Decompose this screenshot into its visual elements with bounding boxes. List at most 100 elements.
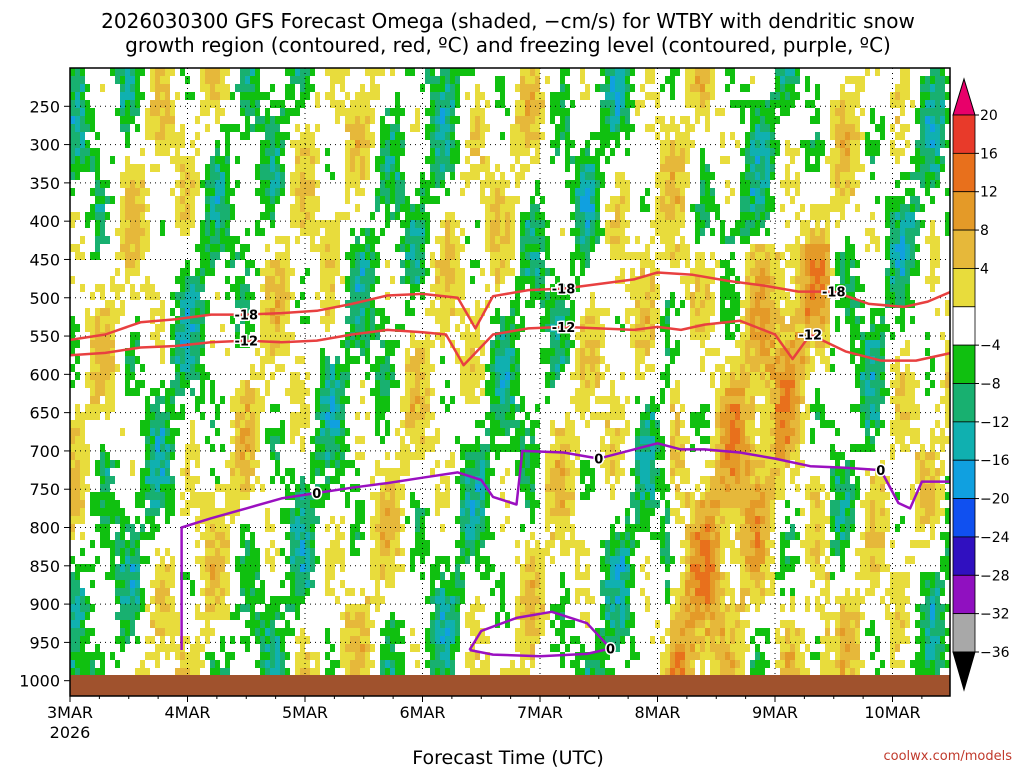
omega-cell — [460, 588, 465, 596]
omega-cell — [390, 484, 395, 492]
omega-cell — [560, 228, 565, 236]
omega-cell — [530, 644, 535, 652]
omega-cell — [500, 324, 505, 332]
omega-cell — [260, 116, 265, 124]
omega-cell — [155, 132, 160, 140]
omega-cell — [525, 220, 530, 228]
omega-cell — [500, 236, 505, 244]
omega-cell — [480, 180, 485, 188]
omega-cell — [300, 132, 305, 140]
omega-cell — [555, 468, 560, 476]
omega-cell — [440, 604, 445, 612]
omega-cell — [615, 636, 620, 644]
omega-cell — [450, 572, 455, 580]
omega-cell — [495, 188, 500, 196]
omega-cell — [685, 124, 690, 132]
omega-cell — [155, 116, 160, 124]
omega-cell — [205, 500, 210, 508]
omega-cell — [525, 644, 530, 652]
omega-cell — [390, 580, 395, 588]
omega-cell — [90, 500, 95, 508]
omega-cell — [505, 228, 510, 236]
omega-cell — [75, 508, 80, 516]
omega-cell — [95, 308, 100, 316]
omega-cell — [605, 76, 610, 84]
omega-cell — [120, 172, 125, 180]
omega-cell — [90, 380, 95, 388]
omega-cell — [285, 668, 290, 676]
omega-cell — [155, 492, 160, 500]
omega-cell — [95, 356, 100, 364]
omega-cell — [140, 228, 145, 236]
omega-cell — [180, 356, 185, 364]
omega-cell — [565, 476, 570, 484]
omega-cell — [660, 660, 665, 668]
omega-cell — [435, 180, 440, 188]
omega-cell — [335, 412, 340, 420]
omega-cell — [650, 292, 655, 300]
omega-cell — [265, 652, 270, 660]
omega-cell — [295, 164, 300, 172]
omega-cell — [195, 116, 200, 124]
omega-cell — [680, 212, 685, 220]
omega-cell — [320, 268, 325, 276]
omega-cell — [575, 540, 580, 548]
omega-cell — [265, 628, 270, 636]
omega-cell — [335, 108, 340, 116]
omega-cell — [140, 556, 145, 564]
omega-cell — [125, 612, 130, 620]
omega-cell — [630, 340, 635, 348]
omega-cell — [375, 68, 380, 76]
omega-cell — [345, 652, 350, 660]
omega-cell — [515, 332, 520, 340]
omega-cell — [265, 164, 270, 172]
omega-cell — [430, 132, 435, 140]
omega-cell — [670, 84, 675, 92]
omega-cell — [485, 428, 490, 436]
omega-cell — [405, 444, 410, 452]
omega-cell — [185, 508, 190, 516]
omega-cell — [325, 588, 330, 596]
omega-cell — [485, 532, 490, 540]
omega-cell — [305, 420, 310, 428]
omega-cell — [105, 476, 110, 484]
omega-cell — [610, 620, 615, 628]
omega-cell — [415, 436, 420, 444]
omega-cell — [470, 364, 475, 372]
omega-cell — [330, 388, 335, 396]
omega-cell — [190, 428, 195, 436]
omega-cell — [445, 260, 450, 268]
omega-cell — [280, 508, 285, 516]
omega-cell — [540, 620, 545, 628]
omega-cell — [360, 508, 365, 516]
omega-cell — [460, 500, 465, 508]
omega-cell — [125, 156, 130, 164]
omega-cell — [170, 116, 175, 124]
omega-cell — [360, 292, 365, 300]
omega-cell — [600, 116, 605, 124]
omega-cell — [395, 524, 400, 532]
omega-cell — [535, 500, 540, 508]
omega-cell — [75, 476, 80, 484]
omega-cell — [625, 220, 630, 228]
omega-cell — [160, 580, 165, 588]
omega-cell — [330, 564, 335, 572]
omega-cell — [670, 452, 675, 460]
omega-cell — [270, 276, 275, 284]
omega-cell — [535, 284, 540, 292]
omega-cell — [195, 356, 200, 364]
omega-cell — [220, 612, 225, 620]
omega-cell — [505, 500, 510, 508]
omega-cell — [155, 452, 160, 460]
omega-cell — [265, 116, 270, 124]
omega-cell — [505, 316, 510, 324]
omega-cell — [185, 636, 190, 644]
omega-cell — [410, 380, 415, 388]
omega-cell — [280, 332, 285, 340]
omega-cell — [680, 444, 685, 452]
omega-cell — [315, 668, 320, 676]
omega-cell — [130, 68, 135, 76]
omega-cell — [560, 92, 565, 100]
omega-cell — [265, 156, 270, 164]
omega-cell — [615, 548, 620, 556]
